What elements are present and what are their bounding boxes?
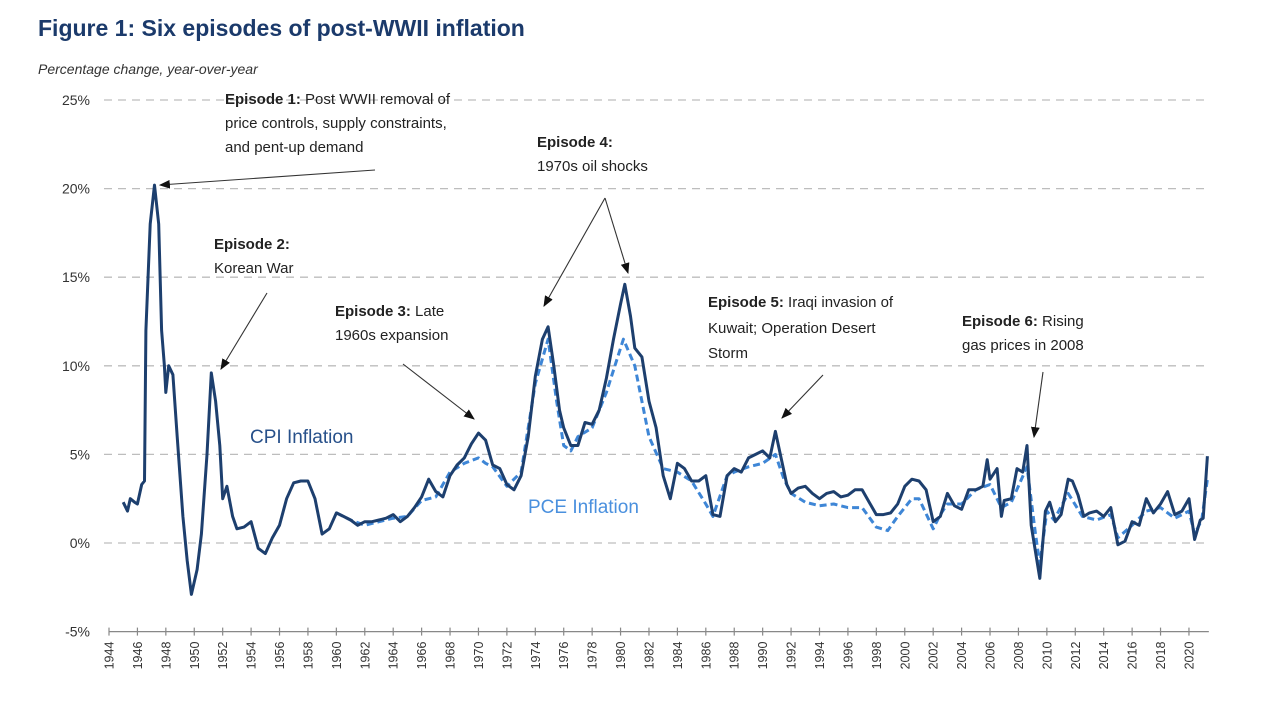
x-tick-label: 2008 xyxy=(1012,642,1026,670)
annotation-text: price controls, supply constraints, xyxy=(225,115,447,132)
annotation-heading: Episode 2: xyxy=(214,236,290,253)
svg-text:Episode 5: Iraqi invasion of: Episode 5: Iraqi invasion of xyxy=(708,294,894,311)
x-tick-label: 1960 xyxy=(330,642,344,670)
annotation-heading: Episode 4: xyxy=(537,134,613,151)
annotation-text: Korean War xyxy=(214,260,293,277)
y-tick-label: 25% xyxy=(62,92,90,108)
annotation-episode-2: Episode 2: Korean War xyxy=(214,236,293,277)
annotation-heading: Episode 6: xyxy=(962,313,1038,330)
y-tick-label: -5% xyxy=(65,624,90,640)
svg-text:Episode 3: Late: Episode 3: Late xyxy=(335,303,444,320)
svg-text:Episode 6: Rising: Episode 6: Rising xyxy=(962,313,1084,330)
annotation-text: Storm xyxy=(708,345,748,362)
x-tick-label: 1976 xyxy=(557,642,571,670)
annotation-text: Iraqi invasion of xyxy=(788,294,894,311)
annotation-episode-6: Episode 6: Rising gas prices in 2008 xyxy=(962,313,1084,354)
x-tick-label: 2000 xyxy=(898,642,912,670)
x-tick-label: 1972 xyxy=(500,642,514,670)
annotation-heading: Episode 5: xyxy=(708,294,784,311)
x-tick-label: 1962 xyxy=(358,642,372,670)
legend-cpi-label: CPI Inflation xyxy=(250,427,354,448)
y-tick-label: 5% xyxy=(70,446,90,462)
x-tick-label: 1974 xyxy=(529,642,543,670)
svg-text:Episode 1: Post WWII removal o: Episode 1: Post WWII removal of xyxy=(225,91,451,108)
x-tick-label: 1986 xyxy=(699,642,713,670)
x-tick-label: 1952 xyxy=(216,642,230,670)
annotation-episode-4: Episode 4: 1970s oil shocks xyxy=(537,134,648,175)
x-tick-label: 1944 xyxy=(103,642,117,670)
annotation-text: and pent-up demand xyxy=(225,139,363,156)
x-tick-label: 1950 xyxy=(188,642,202,670)
x-tick-label: 1956 xyxy=(273,642,287,670)
x-tick-label: 2012 xyxy=(1069,642,1083,670)
x-tick-label: 2014 xyxy=(1097,642,1111,670)
annotation-episode-5: Episode 5: Iraqi invasion of Kuwait; Ope… xyxy=(708,294,894,362)
y-tick-label: 15% xyxy=(62,269,90,285)
arrow-episode-4b xyxy=(604,197,630,275)
x-tick-label: 2010 xyxy=(1040,642,1054,670)
x-tick-label: 1964 xyxy=(387,642,401,670)
x-tick-label: 2002 xyxy=(927,642,941,670)
chart-title: Figure 1: Six episodes of post-WWII infl… xyxy=(38,15,525,41)
annotation-text: gas prices in 2008 xyxy=(962,337,1084,354)
arrow-episode-1 xyxy=(158,169,376,189)
x-tick-label: 2016 xyxy=(1126,642,1140,670)
arrow-episode-3 xyxy=(402,363,475,420)
arrow-episode-4a xyxy=(543,197,606,307)
y-tick-label: 0% xyxy=(70,535,90,551)
annotation-text: 1960s expansion xyxy=(335,327,448,344)
annotation-text: 1970s oil shocks xyxy=(537,158,648,175)
x-tick-label: 1968 xyxy=(444,642,458,670)
arrow-episode-5 xyxy=(781,374,824,419)
x-tick-label: 2006 xyxy=(984,642,998,670)
y-tick-label: 10% xyxy=(62,358,90,374)
x-tick-label: 1958 xyxy=(301,642,315,670)
annotation-text: Post WWII removal of xyxy=(305,91,451,108)
arrow-episode-2 xyxy=(220,292,268,370)
annotation-text: Late xyxy=(415,303,444,320)
y-axis-label: Percentage change, year-over-year xyxy=(38,61,259,77)
x-tick-label: 1982 xyxy=(642,642,656,670)
annotation-text: Kuwait; Operation Desert xyxy=(708,320,876,337)
x-tick-label: 1992 xyxy=(785,642,799,670)
x-tick-label: 1988 xyxy=(728,642,742,670)
x-tick-label: 1980 xyxy=(614,642,628,670)
x-tick-label: 1984 xyxy=(671,642,685,670)
x-tick-label: 2004 xyxy=(955,642,969,670)
legend-pce-label: PCE Inflation xyxy=(528,497,639,518)
series-line-cpi-inflation xyxy=(121,183,1209,596)
x-tick-label: 1990 xyxy=(756,642,770,670)
x-tick-label: 2018 xyxy=(1154,642,1168,670)
x-tick-label: 1946 xyxy=(131,642,145,670)
x-tick-label: 1966 xyxy=(415,642,429,670)
x-tick-label: 1954 xyxy=(245,642,259,670)
x-tick-label: 2020 xyxy=(1182,642,1196,670)
annotation-text: Rising xyxy=(1042,313,1084,330)
annotation-episode-1: Episode 1: Post WWII removal of price co… xyxy=(225,91,451,156)
annotation-episode-3: Episode 3: Late 1960s expansion xyxy=(335,303,448,344)
annotation-heading: Episode 1: xyxy=(225,91,301,108)
x-tick-label: 1970 xyxy=(472,642,486,670)
arrow-episode-6 xyxy=(1030,371,1044,439)
y-tick-label: 20% xyxy=(62,181,90,197)
x-tick-label: 1948 xyxy=(159,642,173,670)
annotation-heading: Episode 3: xyxy=(335,303,411,320)
x-tick-label: 1996 xyxy=(841,642,855,670)
x-tick-label: 1994 xyxy=(813,642,827,670)
x-tick-label: 1998 xyxy=(870,642,884,670)
x-tick-label: 1978 xyxy=(586,642,600,670)
